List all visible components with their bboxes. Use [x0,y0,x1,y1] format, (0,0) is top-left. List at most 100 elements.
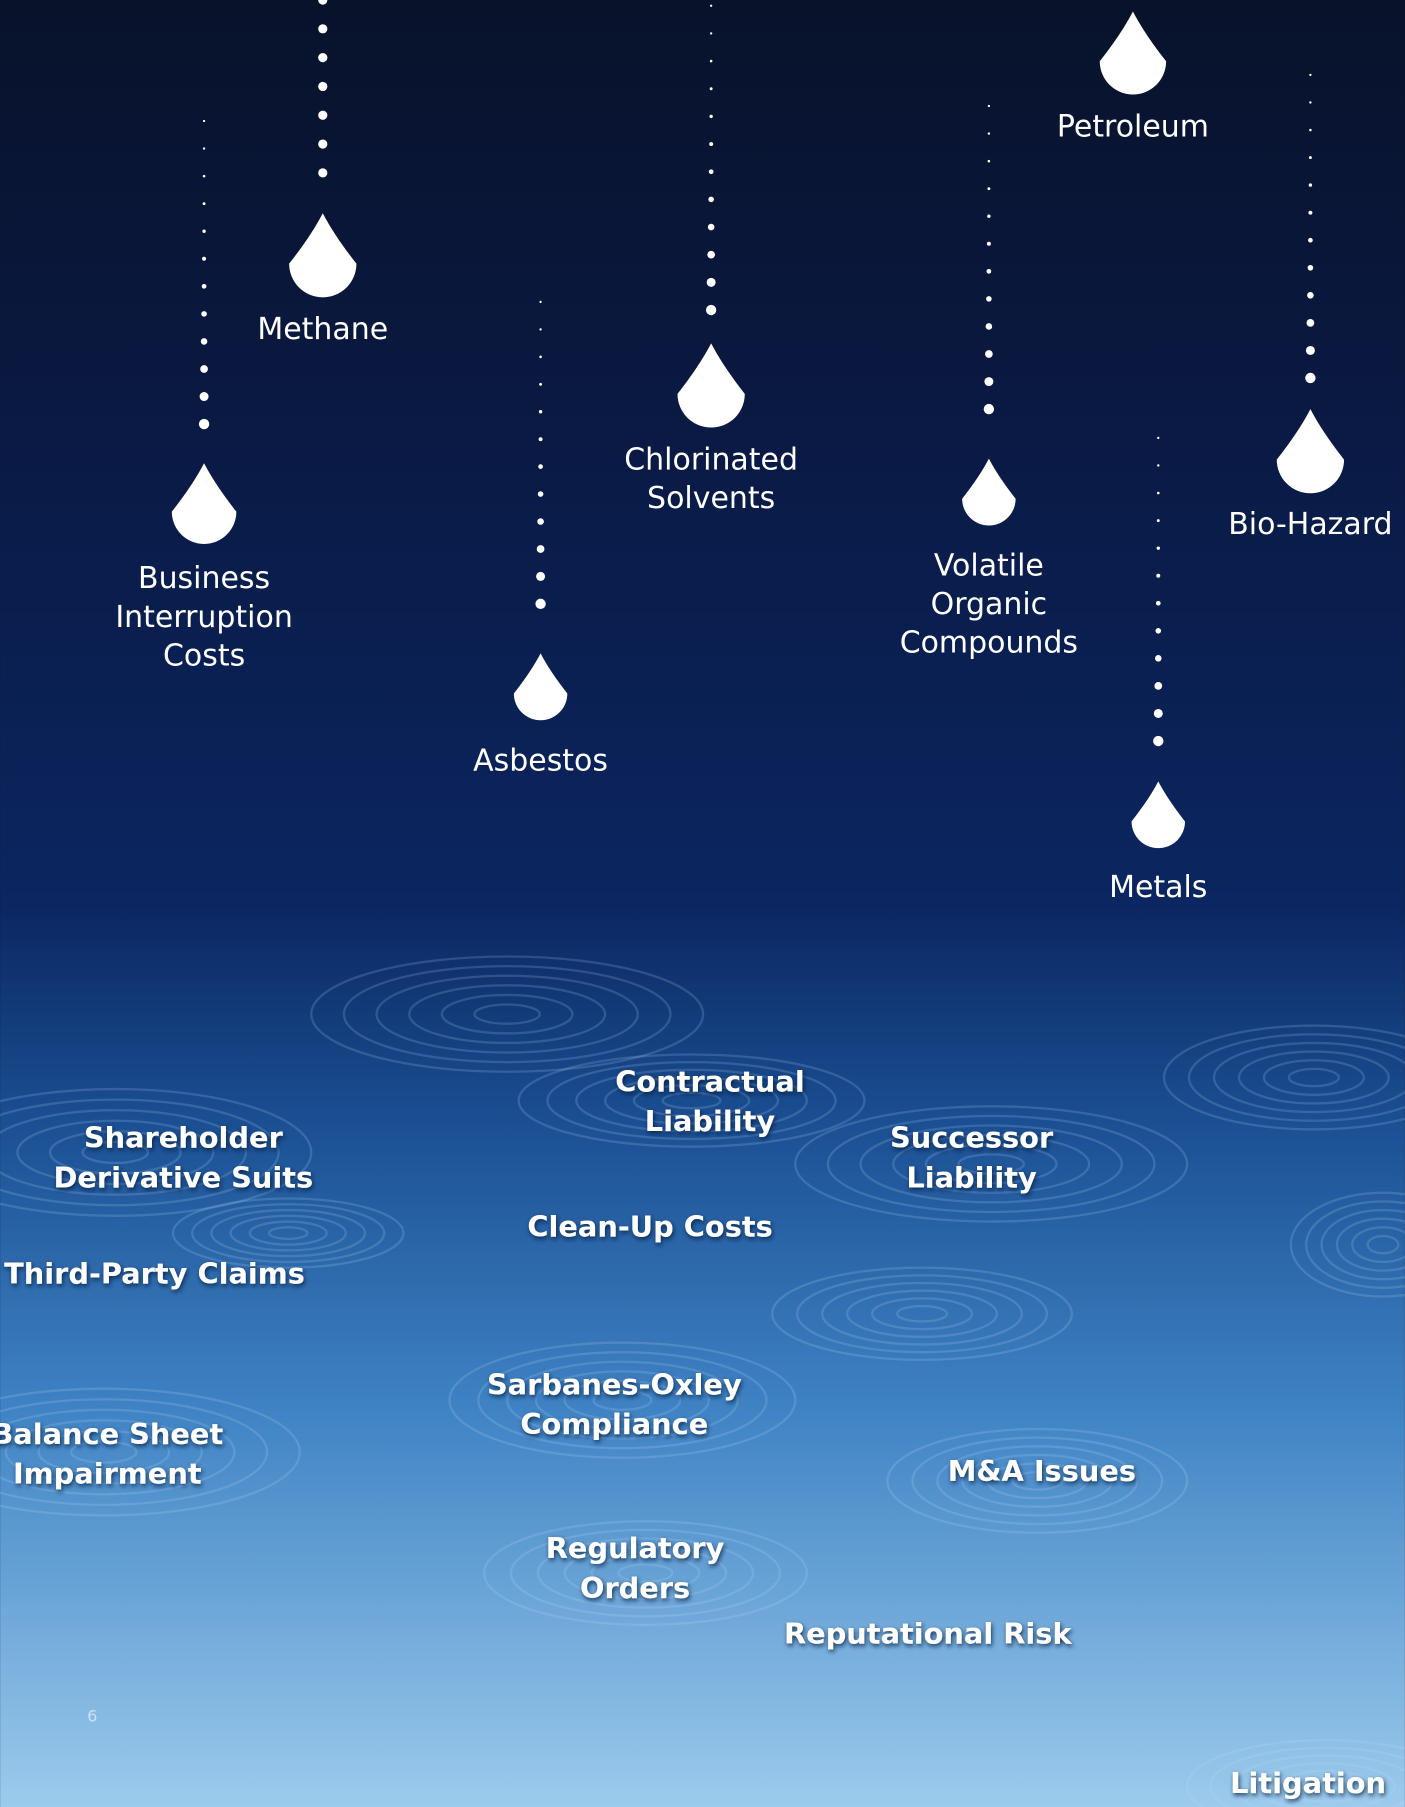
ripple [826,1114,1156,1214]
drip-dot [983,403,995,415]
drip-dot [985,350,993,358]
drip-dot [1308,210,1313,215]
drip-dot [318,110,328,120]
ripple [517,1053,866,1148]
drip-dot [538,410,543,414]
ripple [859,1124,1123,1204]
ripple [440,993,574,1035]
consequence-label: Derivative Suits [53,1161,313,1195]
consequence-label: Balance Sheet [0,1417,223,1451]
ripple [506,1360,739,1440]
consequence-label: Liability [645,1104,776,1138]
ripple [1262,1059,1365,1096]
ripple [310,955,705,1073]
drop [1131,781,1186,849]
consequence-label: Impairment [13,1457,202,1491]
drip-dot [1154,682,1163,690]
ripple [546,1060,837,1141]
consequence-label: Compliance [520,1407,708,1441]
ripple [229,1214,347,1252]
ripple [375,974,639,1054]
drip-dot [1153,735,1164,747]
ripple [1305,1200,1405,1289]
drip-dot [200,365,208,373]
drip-dot [202,174,206,178]
drop [677,343,745,428]
ripple [1187,1033,1405,1122]
ripple [0,1098,280,1207]
ripple [1287,1067,1340,1088]
drop [513,653,568,721]
consequence-label: M&A Issues [948,1454,1136,1488]
drip-dot [709,4,713,7]
drip-dot [198,418,210,430]
drop [171,463,237,544]
drip-dot [987,187,991,191]
consequence-label: Regulatory [546,1531,725,1565]
drop-label: Costs [163,638,245,673]
drop-label: Volatile [934,548,1044,583]
drip-dot [536,545,545,553]
ripple [248,1220,328,1246]
drip-dot [709,87,713,91]
drip-dot [709,32,713,35]
drip-dot [985,323,993,330]
drip-dot [1308,237,1313,243]
ripple [1320,1208,1405,1281]
ripple [1301,1777,1350,1796]
drip-dot [202,229,206,233]
ripple [267,1226,309,1241]
drip-dot [538,464,543,469]
ripple [1289,1191,1405,1298]
ripple [592,1389,653,1411]
ripple [821,1281,1024,1346]
ripple [911,1436,1164,1526]
ripple [796,1274,1049,1354]
ripple [477,1351,768,1450]
ripple [961,1453,1114,1508]
drip-dot [537,518,544,525]
drop-label: Petroleum [1057,109,1209,144]
ripple [0,1087,313,1217]
drip-dot [987,214,991,218]
drip-dot [202,147,206,150]
drop-label: Interruption [115,600,292,635]
drip-dot [202,256,207,261]
ripple [0,1109,248,1196]
ripples [0,955,1405,1807]
drip-dot [1154,655,1162,662]
ripple [1278,1769,1373,1803]
drip-dot [1157,464,1160,467]
drop-label: Business [138,561,270,596]
ripple [986,1462,1089,1500]
ripple [536,1537,755,1609]
ripple [1366,1234,1400,1255]
drip-dot [1155,628,1162,634]
drip-dot [202,202,206,206]
ripple [48,1130,182,1175]
drop-label: Organic [931,587,1048,622]
ripple [1212,1041,1405,1114]
drop-label: Bio-Hazard [1228,507,1392,542]
drip-dot [539,355,542,359]
drop-label: Chlorinated [624,442,798,477]
ripple [563,1379,682,1421]
ripple [1335,1217,1405,1272]
drip-dot [1156,491,1160,495]
ripple [4,1419,203,1485]
drop-label: Compounds [900,626,1078,661]
drip-dot [318,24,328,34]
ripple [617,1563,674,1583]
consequence-label: Liability [906,1161,1037,1195]
drip-dot [986,268,992,274]
ripple [661,1091,722,1110]
ripple [845,1289,999,1338]
drip-dot [201,311,207,317]
ripple [1351,1226,1405,1264]
drip-dot [1308,183,1313,187]
ripple [771,1266,1074,1362]
drip-dot [1153,708,1163,718]
drip-dot [538,437,543,442]
drip-dot [1305,372,1316,384]
